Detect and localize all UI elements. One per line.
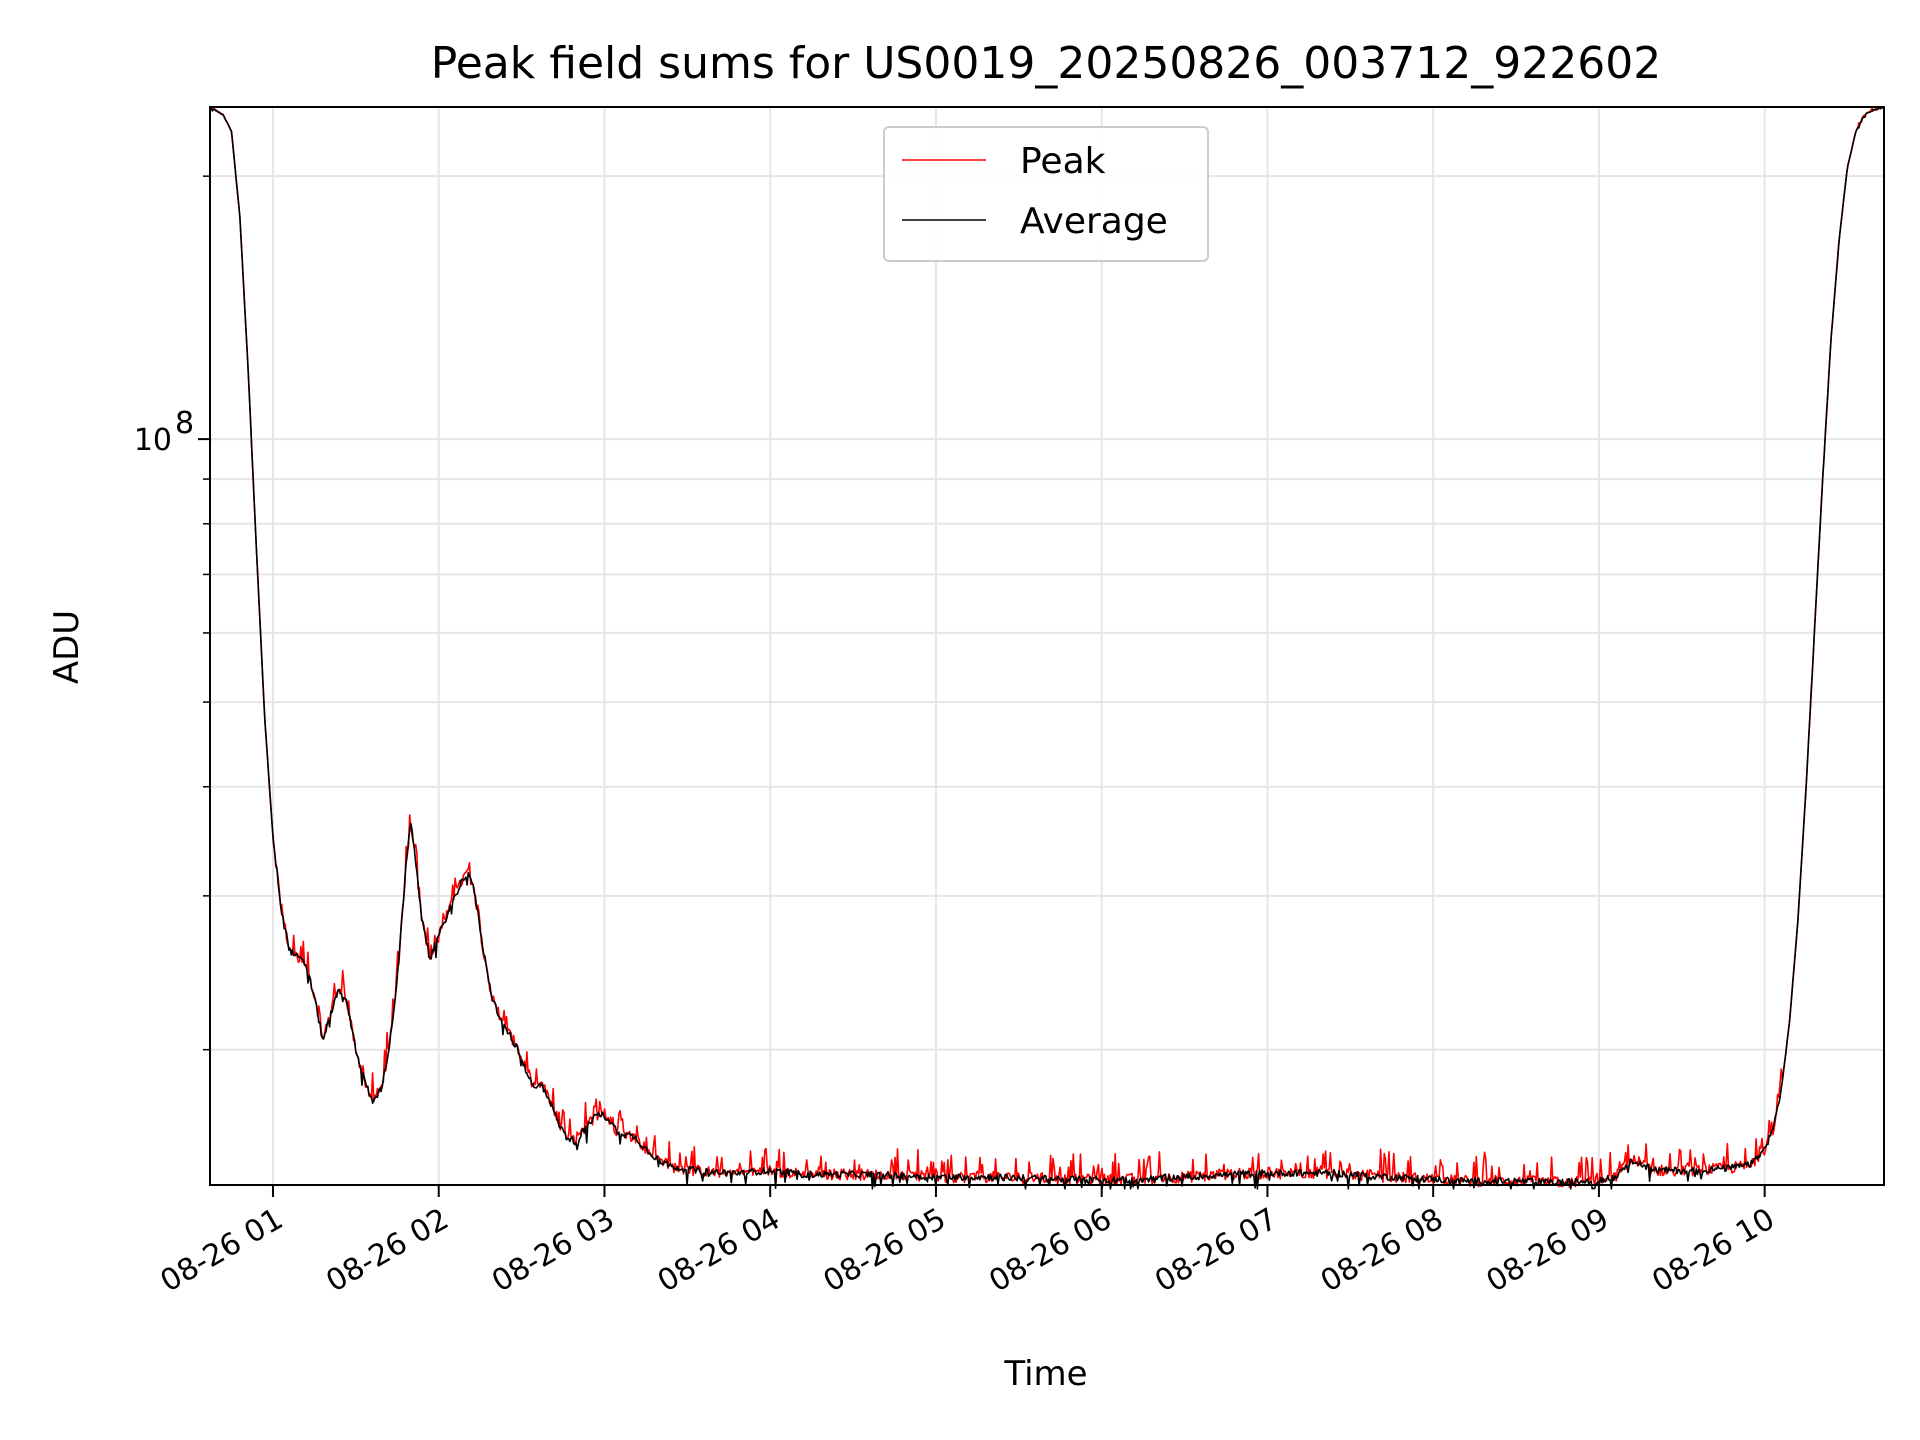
x-axis-title: Time [1003, 1354, 1087, 1394]
series-lines [209, 106, 1885, 1190]
grid [210, 107, 1884, 1185]
axes [198, 106, 1885, 1197]
y-axis-title: ADU [47, 610, 87, 684]
legend-label-peak: Peak [1020, 141, 1106, 182]
chart-title: Peak field sums for US0019_20250826_0037… [431, 38, 1661, 89]
series-line-average [209, 106, 1885, 1190]
y-tick-label-base: 10 [134, 423, 172, 458]
legend: Peak Average [883, 126, 1209, 262]
legend-label-average: Average [1020, 201, 1168, 242]
y-tick-label-exponent: 8 [175, 406, 194, 441]
plot-frame [209, 106, 1885, 1186]
